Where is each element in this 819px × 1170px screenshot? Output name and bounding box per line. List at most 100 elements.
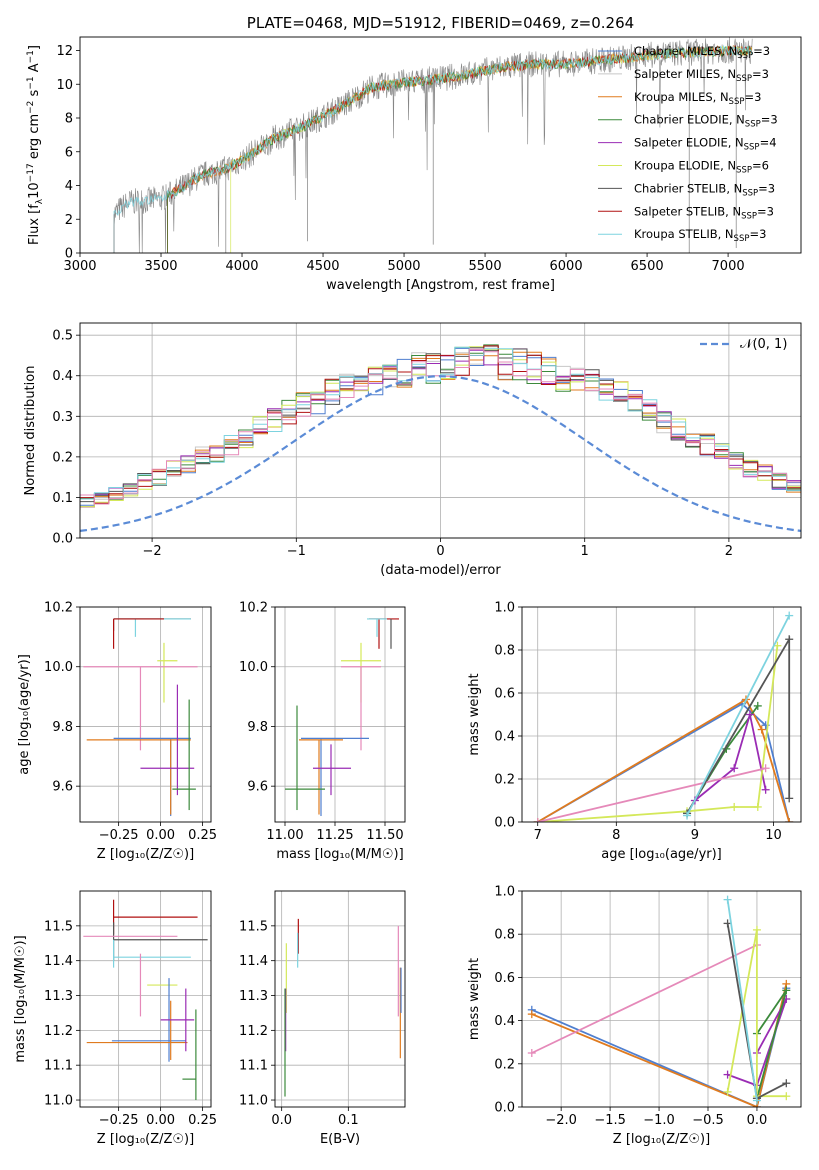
y-tick-label: 10 bbox=[56, 78, 73, 93]
y-tick-label: 1.0 bbox=[494, 601, 515, 616]
x-tick-label: 0.25 bbox=[188, 828, 217, 843]
legend-entry: Chabrier STELIB, NSSP=3 bbox=[634, 181, 775, 198]
y-tick-label: 0.5 bbox=[52, 329, 73, 344]
x-axis-label: Z [log₁₀(Z/Z☉)] bbox=[97, 847, 194, 862]
x-axis-label: E(B-V) bbox=[320, 1132, 360, 1147]
legend-entry: Chabrier MILES, NSSP=3 bbox=[634, 44, 770, 61]
y-tick-label: 0.8 bbox=[494, 644, 515, 659]
axes-frame bbox=[79, 606, 212, 823]
normal-curve bbox=[80, 375, 801, 532]
y-tick-label: 10.0 bbox=[44, 660, 73, 675]
y-tick-label: 11.1 bbox=[44, 1059, 73, 1074]
y-tick-label: 11.1 bbox=[239, 1059, 268, 1074]
errorbar-point bbox=[313, 744, 351, 796]
y-tick-label: 11.0 bbox=[239, 1094, 268, 1109]
plot-area-age_vs_Z bbox=[83, 618, 198, 817]
errorbar-point bbox=[140, 684, 195, 796]
x-tick-label: −0.5 bbox=[692, 1113, 724, 1128]
x-tick-label: 4500 bbox=[306, 259, 339, 274]
y-tick-label: 0.4 bbox=[52, 369, 73, 384]
histogram-salpeter_miles bbox=[80, 346, 801, 508]
x-tick-label: 0.00 bbox=[146, 828, 175, 843]
x-tick-label: −2.0 bbox=[545, 1113, 577, 1128]
weight-marker bbox=[723, 895, 732, 904]
x-tick-label: −1 bbox=[287, 544, 306, 559]
y-tick-label: 0.2 bbox=[52, 450, 73, 465]
legend-entry: Chabrier ELODIE, NSSP=3 bbox=[634, 113, 778, 130]
y-tick-label: 9.8 bbox=[247, 720, 268, 735]
x-axis-label: mass [log₁₀(M/M☉)] bbox=[276, 847, 403, 862]
weight-marker bbox=[785, 611, 794, 620]
axes-frame bbox=[79, 322, 802, 539]
legend-entry: 𝒩(0, 1) bbox=[740, 337, 787, 352]
errorbar-point bbox=[112, 939, 191, 968]
y-tick-label: 0.1 bbox=[52, 491, 73, 506]
x-tick-label: 0.00 bbox=[146, 1113, 175, 1128]
axes-frame bbox=[521, 890, 802, 1108]
weight-marker bbox=[785, 794, 794, 803]
y-tick-label: 0.2 bbox=[494, 773, 515, 788]
weight-series-salpeter_elodie bbox=[694, 714, 767, 802]
y-tick-label: 0.6 bbox=[494, 971, 515, 986]
x-tick-label: 7000 bbox=[712, 259, 745, 274]
weight-marker bbox=[761, 785, 770, 794]
weight-marker bbox=[752, 1096, 761, 1105]
axes-residuals: −2 −1 0 1 2 0.0 0.1 0.2 0.3 0.4 0.5 (data-model)/er… bbox=[23, 322, 802, 578]
x-tick-label: 6000 bbox=[550, 259, 583, 274]
errorbar-point bbox=[113, 618, 191, 637]
errorbar-point bbox=[367, 618, 387, 637]
weight-series-pink bbox=[531, 944, 758, 1054]
weight-marker bbox=[730, 764, 739, 773]
y-axis-label-part: −2 bbox=[26, 101, 36, 114]
weight-marker bbox=[782, 1079, 791, 1088]
y-tick-label: 4 bbox=[65, 179, 73, 194]
y-axis-label-part: 10 bbox=[27, 182, 42, 199]
y-tick-label: 10.0 bbox=[239, 660, 268, 675]
axes-frame bbox=[79, 36, 802, 254]
y-tick-label: 0.4 bbox=[494, 730, 515, 745]
y-tick-label: 0.3 bbox=[52, 410, 73, 425]
weight-series-kroupa_elodie bbox=[537, 645, 779, 822]
weight-marker bbox=[753, 802, 762, 811]
y-tick-label: 0.2 bbox=[494, 1057, 515, 1072]
y-tick-label: 11.0 bbox=[44, 1094, 73, 1109]
legend: Chabrier MILES, NSSP=3 Salpeter MILES, NS… bbox=[598, 44, 778, 244]
plot-area-age_vs_mass bbox=[285, 618, 399, 817]
y-axis-label-part: −1 bbox=[26, 76, 36, 89]
y-tick-label: 11.5 bbox=[239, 919, 268, 934]
y-axis-label-part: λ bbox=[35, 198, 45, 204]
weight-marker bbox=[752, 925, 761, 934]
errorbar-point bbox=[369, 618, 399, 649]
weight-marker bbox=[683, 811, 692, 820]
x-tick-label: 0.25 bbox=[188, 1113, 217, 1128]
y-tick-label: 9.8 bbox=[52, 720, 73, 735]
spectrum-line-kroupa_stelib bbox=[113, 44, 753, 253]
y-tick-label: 11.4 bbox=[239, 954, 268, 969]
x-tick-label: 0.1 bbox=[338, 1113, 359, 1128]
errorbar-point bbox=[299, 739, 343, 815]
y-tick-label: 0.0 bbox=[494, 1101, 515, 1116]
histogram-kroupa_elodie bbox=[80, 346, 801, 508]
legend-entry: Salpeter ELODIE, NSSP=4 bbox=[634, 136, 777, 153]
weight-marker bbox=[782, 1092, 791, 1101]
x-tick-label: 5000 bbox=[387, 259, 420, 274]
y-axis-label: Flux [fλ10−17 erg cm−2 s−1 A−1] bbox=[26, 45, 45, 245]
errorbar-point bbox=[86, 1000, 188, 1060]
histogram-kroupa_stelib bbox=[80, 346, 801, 506]
y-tick-label: 11.3 bbox=[239, 989, 268, 1004]
x-axis-label: Z [log₁₀(Z/Z☉)] bbox=[97, 1132, 194, 1147]
weight-series-kroupa_stelib bbox=[686, 615, 791, 816]
x-tick-label: 0 bbox=[436, 544, 444, 559]
y-axis-label-part: erg cm bbox=[27, 114, 42, 163]
axes-frame bbox=[274, 606, 406, 823]
y-axis-label: mass weight bbox=[467, 673, 482, 755]
y-tick-label: 0.0 bbox=[52, 532, 73, 547]
x-tick-label: −2 bbox=[143, 544, 162, 559]
histogram-salpeter_elodie bbox=[80, 348, 801, 508]
y-axis-label-part: A bbox=[27, 63, 42, 76]
plot-area-weight_vs_age bbox=[533, 611, 794, 822]
x-tick-label: 4000 bbox=[225, 259, 258, 274]
x-tick-label: 3000 bbox=[63, 259, 96, 274]
y-tick-label: 0.0 bbox=[494, 816, 515, 831]
